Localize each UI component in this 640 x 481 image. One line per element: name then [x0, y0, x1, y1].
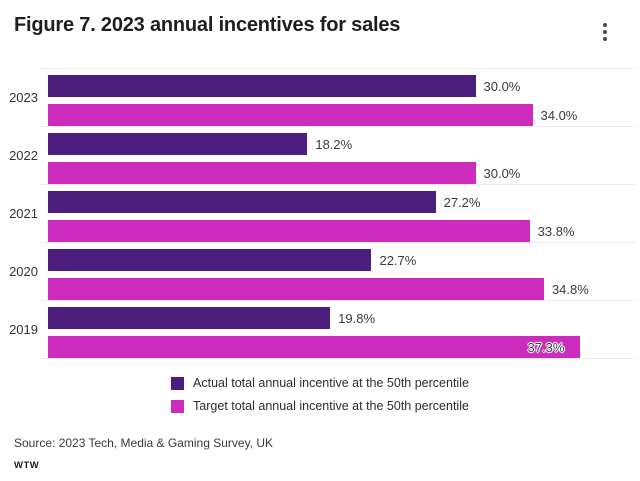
- value-label: 18.2%: [315, 136, 353, 152]
- bars-region: 22.7% 34.8%: [48, 249, 618, 300]
- actual-bar-2022: [48, 133, 308, 155]
- category-label: 2023: [9, 89, 38, 105]
- bar-line: 34.8%: [48, 278, 618, 300]
- actual-bar-2020: [48, 249, 372, 271]
- actual-bar-2023: [48, 75, 476, 97]
- figure-footer: Source: 2023 Tech, Media & Gaming Survey…: [14, 436, 640, 471]
- year-group-2023: 2023 30.0% 34.0%: [0, 68, 636, 126]
- value-label: 22.7%: [379, 252, 417, 268]
- legend-item: Actual total annual incentive at the 50t…: [171, 376, 469, 390]
- target-bar-2022: [48, 162, 476, 184]
- year-group-2020: 2020 22.7% 34.8%: [0, 242, 636, 300]
- category-label: 2021: [9, 205, 38, 221]
- bars-region: 19.8% 37.3%: [48, 307, 618, 358]
- bar-line: 33.8%: [48, 220, 618, 242]
- bar-line: 37.3%: [48, 336, 618, 358]
- value-label: 34.8%: [551, 281, 589, 297]
- category-label: 2019: [9, 321, 38, 337]
- legend-swatch-icon: [171, 376, 185, 390]
- year-group-2022: 2022 18.2% 30.0%: [0, 126, 636, 184]
- value-label: 30.0%: [483, 165, 521, 181]
- legend-swatch-icon: [171, 399, 185, 413]
- target-bar-2023: [48, 104, 533, 126]
- target-bar-2021: [48, 220, 530, 242]
- brand-logo: WTW: [14, 460, 40, 471]
- figure-title: Figure 7. 2023 annual incentives for sal…: [14, 14, 401, 36]
- chart-legend: Actual total annual incentive at the 50t…: [171, 376, 469, 413]
- value-label: 27.2%: [443, 194, 481, 210]
- category-label: 2020: [9, 263, 38, 279]
- year-group-2019: 2019 19.8% 37.3%: [0, 300, 636, 358]
- bars-region: 27.2% 33.8%: [48, 191, 618, 242]
- year-group-2021: 2021 27.2% 33.8%: [0, 184, 636, 242]
- bar-line: 19.8%: [48, 307, 618, 329]
- kebab-menu-icon[interactable]: [598, 17, 612, 47]
- bar-chart: 2023 30.0% 34.0% 2022 18.2% 30.0% 2021 27.2% 33.…: [0, 68, 636, 359]
- figure-header: Figure 7. 2023 annual incentives for sal…: [0, 0, 640, 47]
- legend-item: Target total annual incentive at the 50t…: [171, 399, 469, 413]
- bar-line: 30.0%: [48, 162, 618, 184]
- bars-region: 30.0% 34.0%: [48, 75, 618, 126]
- bars-region: 18.2% 30.0%: [48, 133, 618, 184]
- source-note: Source: 2023 Tech, Media & Gaming Survey…: [14, 436, 274, 450]
- value-label: 34.0%: [540, 107, 578, 123]
- bar-line: 18.2%: [48, 133, 618, 155]
- target-bar-2020: [48, 278, 544, 300]
- bar-line: 22.7%: [48, 249, 618, 271]
- value-label: 37.3%: [527, 339, 565, 355]
- actual-bar-2021: [48, 191, 436, 213]
- target-bar-2019: [48, 336, 580, 358]
- bar-line: 30.0%: [48, 75, 618, 97]
- bar-line: 27.2%: [48, 191, 618, 213]
- legend-label: Actual total annual incentive at the 50t…: [193, 376, 469, 390]
- bar-line: 34.0%: [48, 104, 618, 126]
- legend-label: Target total annual incentive at the 50t…: [193, 399, 469, 413]
- value-label: 19.8%: [338, 310, 376, 326]
- actual-bar-2019: [48, 307, 331, 329]
- category-label: 2022: [9, 147, 38, 163]
- value-label: 30.0%: [483, 78, 521, 94]
- value-label: 33.8%: [537, 223, 575, 239]
